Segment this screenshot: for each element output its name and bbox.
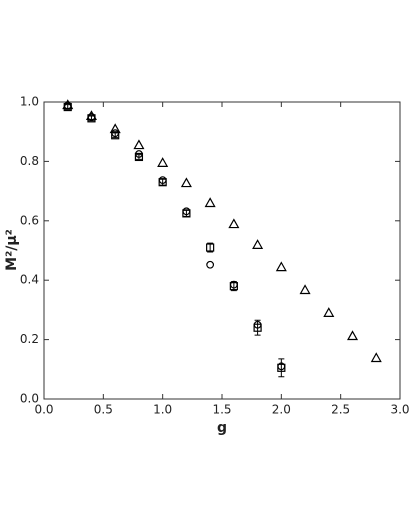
square-point [253,323,262,332]
triangle-point [157,157,169,167]
x-tick-label: 3.0 [390,403,409,417]
circle-point [229,280,238,289]
triangle-point [323,307,335,317]
y-tick-label: 0.4 [20,273,39,287]
circle-point [87,112,96,121]
triangle-point [252,239,264,249]
circle-point [182,207,191,216]
y-axis-label: M²/μ² [4,229,20,271]
triangle-point [275,261,287,272]
triangle-point [347,330,359,341]
circle-point [253,320,262,329]
x-tick-label: 0.0 [34,403,53,417]
x-tick-label: 1.5 [212,403,231,417]
y-tick-label: 0.0 [20,392,39,406]
square-point [206,243,215,252]
y-tick-label: 0.6 [20,213,39,227]
circle-point [135,150,143,158]
circle-point [158,176,167,185]
y-tick-label: 0.2 [20,332,39,346]
x-axis-label: g [217,420,227,436]
triangle-point [180,177,192,188]
triangle-point [299,284,311,295]
circle-point [206,260,215,269]
square-point [111,131,120,140]
triangle-point [133,139,145,150]
x-tick-label: 2.5 [331,403,350,417]
square-point [158,178,167,187]
square-point [182,209,191,218]
y-tick-label: 0.8 [20,154,39,168]
circle-point [63,101,72,110]
x-tick-label: 2.0 [272,403,291,417]
plot-frame [43,101,401,400]
circle-point [111,129,120,138]
error-bar [278,358,285,378]
triangle-point [228,218,240,229]
triangle-point [370,352,382,363]
circle-point [277,362,286,371]
x-tick-label: 0.5 [94,403,113,417]
x-tick-label: 1.0 [153,403,172,417]
y-tick-label: 1.0 [20,95,39,109]
triangle-point [204,197,216,208]
square-point [134,152,144,162]
